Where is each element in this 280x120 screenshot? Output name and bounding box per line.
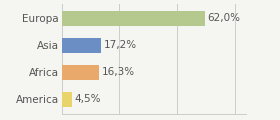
- Text: 17,2%: 17,2%: [104, 40, 137, 50]
- Bar: [62, 11, 205, 26]
- Text: 4,5%: 4,5%: [74, 94, 101, 104]
- Bar: [62, 65, 99, 80]
- Text: 16,3%: 16,3%: [102, 67, 135, 77]
- Bar: [62, 92, 72, 107]
- Bar: [62, 38, 101, 53]
- Text: 62,0%: 62,0%: [207, 13, 240, 23]
